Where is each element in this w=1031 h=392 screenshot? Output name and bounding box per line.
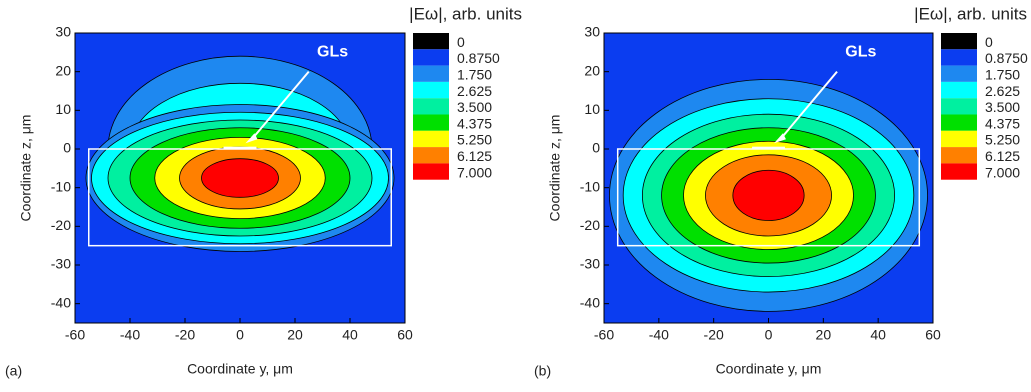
y-tick-label: -10 — [580, 178, 600, 194]
plot-area — [75, 33, 405, 323]
x-axis-label: Coordinate y, μm — [716, 361, 822, 377]
colorbar-swatch — [413, 65, 449, 82]
colorbar-swatch — [941, 98, 977, 115]
colorbar-label: 1.750 — [985, 66, 1020, 82]
colorbar-swatch — [941, 147, 977, 164]
plot-area — [604, 33, 933, 323]
colorbar-swatch — [413, 49, 449, 66]
x-tick-label: -60 — [65, 327, 85, 343]
x-tick-label: 60 — [397, 327, 413, 343]
x-axis-label: Coordinate y, μm — [187, 361, 293, 377]
x-tick-label: -40 — [649, 327, 669, 343]
x-tick-label: 0 — [765, 327, 773, 343]
colorbar-label: 4.375 — [985, 115, 1020, 131]
colorbar-swatch — [941, 65, 977, 82]
y-tick-label: 0 — [592, 140, 600, 156]
x-tick-label: 60 — [925, 327, 941, 343]
y-tick-label: 20 — [55, 62, 71, 78]
colorbar-label: 0.8750 — [985, 50, 1028, 66]
colorbar-label: 0 — [457, 34, 465, 50]
x-tick-label: -20 — [704, 327, 724, 343]
colorbar-swatch — [413, 114, 449, 131]
colorbar-label: 2.625 — [457, 83, 492, 99]
annotation: GLs — [317, 44, 348, 61]
colorbar-swatch — [413, 163, 449, 180]
y-axis-label: Coordinate z, μm — [18, 115, 34, 222]
contour-region — [732, 169, 805, 221]
arrow-head — [245, 133, 258, 144]
arrow-line — [250, 71, 310, 141]
x-tick-label: 40 — [342, 327, 358, 343]
colorbar-swatch — [413, 130, 449, 148]
colorbar-label: 6.125 — [457, 148, 492, 164]
colorbar-swatch — [941, 49, 977, 66]
x-tick-label: 20 — [287, 327, 303, 343]
colorbar-label: 0 — [985, 34, 993, 50]
colorbar-title: |Eω|, arb. units — [409, 4, 522, 23]
y-tick-label: -30 — [580, 256, 600, 272]
colorbar-label: 0.8750 — [457, 50, 500, 66]
y-tick-label: -20 — [51, 217, 71, 233]
colorbar-label: 7.000 — [457, 164, 492, 180]
colorbar-label: 2.625 — [985, 83, 1020, 99]
y-tick-label: -40 — [580, 294, 600, 310]
arrow-head — [773, 133, 786, 144]
y-tick-label: 0 — [63, 140, 71, 156]
gl-layer — [223, 146, 257, 150]
y-tick-label: 20 — [584, 62, 600, 78]
y-tick-label: 10 — [55, 101, 71, 117]
colorbar-label: 5.250 — [985, 132, 1020, 148]
colorbar-label: 3.500 — [985, 99, 1020, 115]
y-tick-label: -40 — [51, 294, 71, 310]
colorbar-label: 7.000 — [985, 164, 1020, 180]
colorbar-label: 1.750 — [457, 66, 492, 82]
x-tick-label: 40 — [870, 327, 886, 343]
panel-label: (b) — [534, 363, 551, 379]
colorbar-label: 5.250 — [457, 132, 492, 148]
annotation: GLs — [845, 44, 876, 61]
y-tick-label: 30 — [584, 24, 600, 40]
colorbar-swatch — [941, 130, 977, 148]
panel-label: (a) — [5, 363, 22, 379]
y-tick-label: 30 — [55, 24, 71, 40]
x-tick-label: 20 — [816, 327, 832, 343]
colorbar-swatch — [941, 81, 977, 99]
colorbar-swatch — [413, 33, 449, 50]
gl-layer — [752, 146, 785, 150]
colorbar-swatch — [413, 81, 449, 99]
y-tick-label: -20 — [580, 217, 600, 233]
x-tick-label: -40 — [120, 327, 140, 343]
y-tick-label: -10 — [51, 178, 71, 194]
colorbar-swatch — [941, 114, 977, 131]
colorbar-swatch — [413, 98, 449, 115]
colorbar-label: 4.375 — [457, 115, 492, 131]
x-tick-label: -20 — [175, 327, 195, 343]
x-tick-label: -60 — [594, 327, 614, 343]
colorbar-title: |Eω|, arb. units — [914, 4, 1027, 23]
colorbar-swatch — [413, 147, 449, 164]
colorbar-label: 6.125 — [985, 148, 1020, 164]
colorbar-label: 3.500 — [457, 99, 492, 115]
y-tick-label: -30 — [51, 256, 71, 272]
y-axis-label: Coordinate z, μm — [547, 115, 563, 222]
y-tick-label: 10 — [584, 101, 600, 117]
colorbar-swatch — [941, 33, 977, 50]
arrow-line — [779, 71, 838, 141]
contour-region — [201, 158, 279, 198]
colorbar-swatch — [941, 163, 977, 180]
x-tick-label: 0 — [236, 327, 244, 343]
